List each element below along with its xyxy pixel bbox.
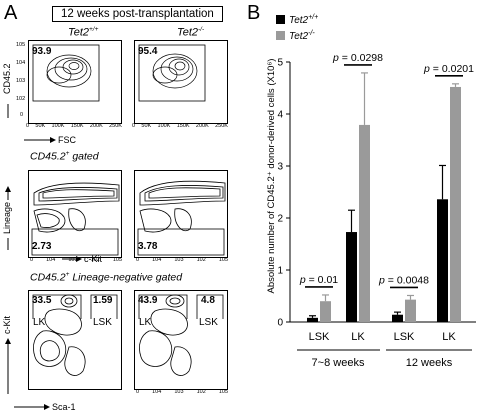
bar-ko-3 <box>450 86 461 323</box>
row3-plot-ko: 43.9 4.8 LK LSK <box>134 290 228 390</box>
y-tick-label: 5 <box>277 58 283 69</box>
bar-wt-1 <box>346 232 357 322</box>
category-label-lsk-1: LSK <box>309 331 330 343</box>
row3-gate-lk-ko: LK <box>139 317 152 328</box>
row3-gate-lsk-ko: LSK <box>199 317 218 328</box>
group-label-1: 7~8 weeks <box>312 357 365 369</box>
row1-y-tick-5: 105 <box>16 42 26 48</box>
row3-x-arrow: Sca-1 <box>14 402 76 412</box>
row3-percent-lk-wt: 33.5 <box>32 295 52 306</box>
row1-y-tick-3: 103 <box>16 78 26 84</box>
legend-swatch-wt <box>276 15 285 24</box>
category-label-lk-2: LK <box>442 331 456 343</box>
row2-x-arrow: c-Kit <box>62 254 102 264</box>
category-label-lsk-2: LSK <box>394 331 415 343</box>
row2-x-ticks-ko: 0 104 103 102 105 <box>136 257 228 263</box>
row3-contour-wt <box>32 294 118 376</box>
row1-y-axis-label: CD45.2 <box>0 44 14 118</box>
row1-plot-wt: 93.9 <box>28 40 122 124</box>
row1-contour-wt <box>32 44 100 102</box>
y-tick-label: 2 <box>277 214 283 225</box>
col-label-wt: Tet2+/+ <box>68 26 99 39</box>
row1-y-tick-0: 0 <box>20 112 24 118</box>
bar-chart: Absolute number of CD45.2⁺ donor-derived… <box>266 14 476 369</box>
row3-plot-wt: 33.5 1.59 LK LSK <box>28 290 122 390</box>
row3-gate-lk-wt: LK <box>33 317 46 328</box>
row1-y-axis-text: CD45.2 <box>2 63 12 94</box>
row2-y-axis: Lineage <box>2 186 12 250</box>
category-label-lk-1: LK <box>351 331 365 343</box>
row2-plot-ko: 3.78 <box>134 170 228 258</box>
row2-plot-wt: 2.73 <box>28 170 122 258</box>
p-value-label: p = 0.0201 <box>423 63 474 75</box>
row1-contour-ko <box>138 44 206 102</box>
legend-label-wt: Tet2+/+ <box>289 14 318 26</box>
row1-y-tick-2: 102 <box>16 96 26 102</box>
row2-percent-ko: 3.78 <box>138 241 158 252</box>
row3-gate-title: CD45.2+ Lineage-negative gated <box>30 271 183 284</box>
legend-swatch-ko <box>276 31 285 40</box>
row3-percent-lk-ko: 43.9 <box>138 295 158 306</box>
row3-percent-lsk-ko: 4.8 <box>201 295 215 306</box>
row1-x-ticks-wt: 0 50K 100K 150K 200K 250K <box>26 123 122 129</box>
bar-wt-3 <box>437 199 448 322</box>
bar-wt-2 <box>392 314 403 322</box>
row1-percent-wt: 93.9 <box>32 46 52 57</box>
col-label-ko: Tet2-/- <box>177 26 205 39</box>
row2-percent-wt: 2.73 <box>32 241 52 252</box>
bar-wt-0 <box>307 317 318 322</box>
row1-x-ticks-ko: 0 50K 100K 150K 200K 250K <box>132 123 228 129</box>
row1-plot-ko: 95.4 <box>134 40 228 124</box>
row1-y-tick-4: 104 <box>16 60 26 66</box>
row2-y-axis-label: Lineage <box>2 202 12 234</box>
y-tick-label: 3 <box>277 162 283 173</box>
row3-contour-ko <box>138 294 224 376</box>
row1-x-arrow: FSC <box>24 135 77 145</box>
row3-x-axis-label: Sca-1 <box>52 402 76 412</box>
group-label-2: 12 weeks <box>406 357 453 369</box>
bar-ko-1 <box>359 124 370 322</box>
row3-y-axis: c-Kit <box>2 316 12 394</box>
row2-x-axis-label: c-Kit <box>84 254 102 264</box>
row3-x-ticks-ko: 0 104 103 102 105 <box>136 389 228 395</box>
p-value-label: p = 0.01 <box>299 274 338 286</box>
row2-contour-ko <box>137 180 226 256</box>
panel-b-letter: B <box>247 2 261 24</box>
legend-label-ko: Tet2-/- <box>289 30 315 42</box>
row1-x-axis-label: FSC <box>58 135 77 145</box>
bar-ko-0 <box>320 301 331 322</box>
y-tick-label: 4 <box>277 110 283 121</box>
bar-ko-2 <box>405 299 416 322</box>
panel-a-title: 12 weeks post-transplantation <box>52 6 223 22</box>
row2-gate-title: CD45.2+ gated <box>30 150 99 163</box>
row3-gate-lsk-wt: LSK <box>93 317 112 328</box>
p-value-label: p = 0.0298 <box>332 52 383 64</box>
y-tick-label: 1 <box>277 266 283 277</box>
bar-chart-y-axis-label: Absolute number of CD45.2⁺ donor-derived… <box>266 59 277 294</box>
p-value-label: p = 0.0048 <box>378 274 429 286</box>
row3-percent-lsk-wt: 1.59 <box>93 295 113 306</box>
y-tick-label: 0 <box>277 318 283 329</box>
panel-a-letter: A <box>4 2 18 24</box>
row3-y-axis-label: c-Kit <box>2 316 12 334</box>
row2-contour-wt <box>31 182 120 256</box>
row1-percent-ko: 95.4 <box>138 46 158 57</box>
